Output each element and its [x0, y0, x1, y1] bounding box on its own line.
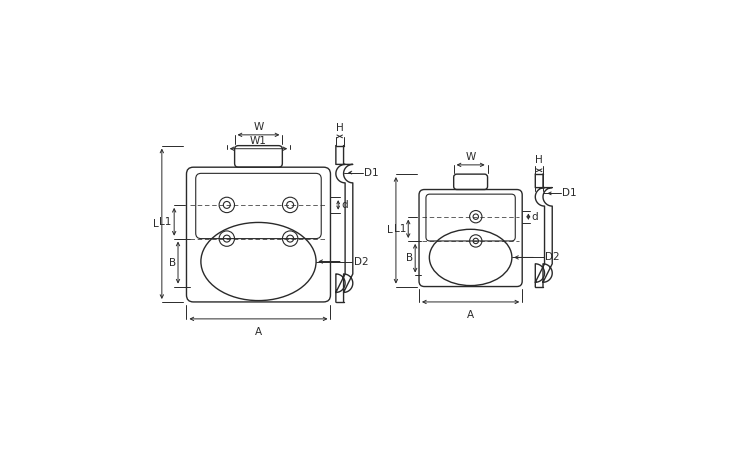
Text: A: A: [255, 327, 262, 337]
Text: A: A: [467, 310, 474, 320]
Text: L: L: [387, 225, 393, 235]
Text: B: B: [406, 253, 412, 263]
Text: D2: D2: [353, 256, 368, 266]
Text: W: W: [254, 122, 263, 132]
Text: H: H: [536, 155, 543, 165]
Text: W1: W1: [250, 136, 267, 146]
Text: D1: D1: [364, 167, 379, 178]
Text: B: B: [169, 257, 176, 268]
Text: d: d: [341, 200, 348, 210]
Text: D2: D2: [545, 252, 560, 262]
Text: H: H: [336, 123, 344, 133]
Text: d: d: [532, 212, 538, 222]
Text: L1: L1: [394, 224, 406, 234]
Text: D1: D1: [562, 189, 577, 198]
Text: W: W: [466, 152, 476, 162]
Text: L: L: [153, 219, 159, 229]
Text: L1: L1: [160, 217, 172, 227]
